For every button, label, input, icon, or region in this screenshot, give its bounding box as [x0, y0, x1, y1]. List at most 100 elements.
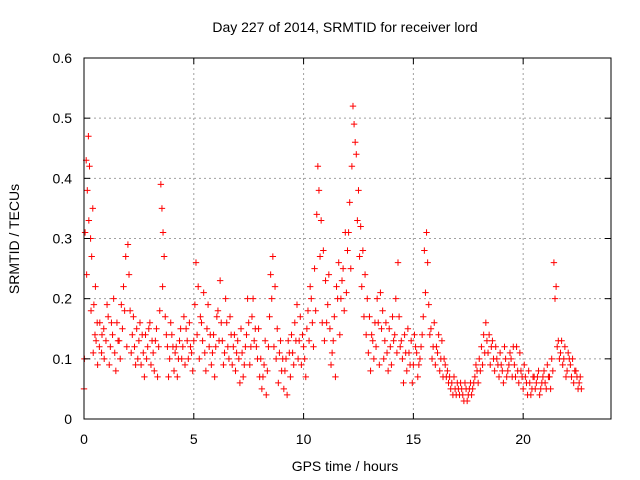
data-point — [406, 361, 414, 369]
data-point — [89, 205, 96, 212]
data-point — [428, 355, 436, 363]
x-tick-label: 0 — [80, 431, 88, 447]
data-point — [299, 331, 306, 338]
data-point — [537, 385, 544, 393]
data-point — [370, 355, 378, 363]
data-point — [437, 355, 445, 363]
data-point — [485, 331, 493, 338]
data-point — [314, 163, 322, 170]
data-point — [359, 247, 367, 254]
data-point — [416, 355, 424, 363]
data-point — [253, 343, 260, 350]
data-point — [250, 337, 258, 344]
data-point — [205, 343, 213, 350]
data-point — [368, 331, 375, 338]
data-point — [424, 259, 431, 266]
data-point — [399, 355, 406, 363]
data-point — [147, 361, 155, 369]
data-point — [347, 265, 354, 272]
data-point — [243, 331, 250, 338]
data-point — [164, 343, 171, 350]
data-point — [216, 277, 224, 284]
data-point — [357, 223, 364, 230]
data-point — [448, 379, 456, 387]
data-point — [330, 337, 337, 344]
data-point — [366, 313, 373, 320]
data-point — [96, 343, 103, 350]
data-point — [258, 385, 266, 393]
data-point — [212, 343, 219, 350]
data-point — [334, 295, 341, 302]
data-point — [113, 319, 121, 326]
data-point — [125, 271, 133, 278]
data-point — [511, 361, 518, 369]
data-point — [502, 355, 509, 363]
data-point — [120, 283, 127, 290]
data-point — [533, 379, 540, 387]
data-point — [177, 325, 184, 332]
data-point — [313, 211, 320, 218]
data-point — [559, 361, 566, 369]
data-point — [345, 229, 352, 236]
data-point — [514, 367, 521, 375]
data-point — [322, 277, 329, 284]
data-point — [241, 361, 248, 369]
data-point — [422, 289, 429, 296]
data-point — [501, 343, 508, 350]
data-point — [507, 355, 515, 363]
data-point — [185, 355, 192, 363]
data-point — [293, 301, 301, 308]
data-point — [435, 331, 442, 338]
data-point — [88, 253, 95, 260]
data-point — [400, 379, 407, 387]
data-point — [270, 343, 278, 350]
y-tick-label: 0.1 — [53, 351, 73, 367]
axis-ticks: 0 0.1 0.2 0.3 0.4 0.5 0.6 0 5 10 15 20 — [53, 50, 611, 447]
data-point — [557, 349, 564, 357]
data-point — [527, 391, 535, 399]
data-point — [532, 385, 539, 393]
data-point — [333, 283, 340, 290]
data-point — [207, 331, 214, 338]
data-point — [315, 187, 323, 194]
data-point — [404, 325, 412, 332]
data-point — [285, 337, 292, 344]
data-point — [327, 361, 335, 369]
data-point — [466, 385, 473, 393]
data-point — [124, 241, 132, 248]
data-point — [245, 319, 252, 326]
data-point — [184, 337, 191, 344]
data-point — [214, 307, 222, 314]
data-point — [91, 331, 99, 338]
data-point — [394, 259, 402, 266]
data-point — [415, 361, 423, 369]
data-point — [536, 391, 543, 399]
data-point — [288, 331, 295, 338]
plot-frame — [83, 57, 612, 420]
data-point — [350, 120, 358, 128]
x-tick-label: 10 — [296, 431, 312, 447]
data-point — [168, 331, 176, 338]
data-point — [276, 349, 283, 357]
data-point — [310, 343, 317, 350]
data-point — [362, 331, 370, 338]
data-point — [364, 295, 371, 302]
data-point — [271, 283, 279, 290]
data-point — [86, 163, 93, 170]
data-point — [131, 343, 138, 350]
data-point — [221, 349, 228, 357]
data-point — [94, 361, 101, 369]
data-point — [461, 379, 469, 387]
data-point — [140, 349, 147, 357]
data-point — [321, 337, 328, 344]
data-point — [126, 307, 134, 314]
data-point — [146, 319, 154, 326]
data-point — [356, 253, 363, 260]
data-point — [159, 229, 167, 236]
data-point — [136, 319, 144, 326]
data-point — [155, 343, 162, 350]
data-point — [397, 343, 404, 350]
data-point — [118, 301, 125, 308]
data-point — [187, 343, 194, 350]
data-point — [277, 337, 284, 344]
